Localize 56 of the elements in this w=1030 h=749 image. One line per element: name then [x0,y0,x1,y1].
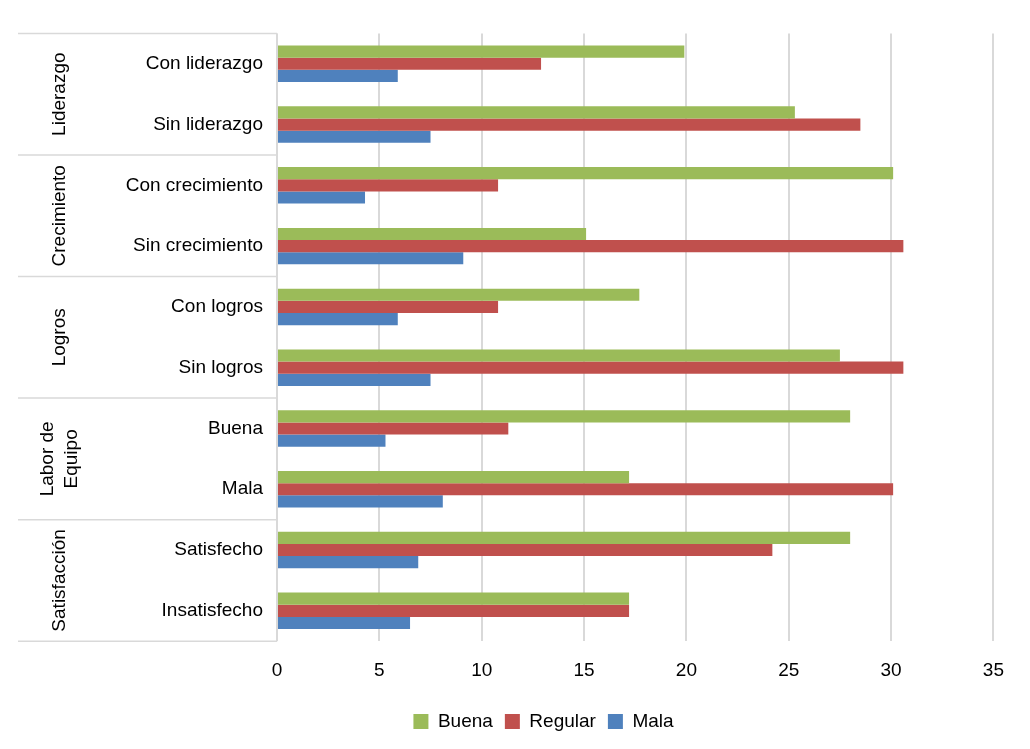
bar [278,361,904,374]
bar [278,531,851,544]
bar [278,434,386,447]
bar [278,422,509,435]
text: Liderazgo [48,52,70,136]
bar [278,373,431,386]
text: Satisfacción [48,529,70,632]
y-tick-label: Con logros [171,295,263,317]
bar [278,556,419,569]
legend-label: Buena [437,709,494,731]
y-tick-label: Buena [208,416,264,438]
bar [278,483,894,496]
x-tick-label: 5 [374,658,385,680]
bar [278,410,851,423]
x-tick-label: 30 [880,658,902,680]
bar [278,300,499,313]
bar [278,616,411,630]
x-tick-label: 20 [675,658,697,680]
bar [278,130,431,143]
y-tick-label: Con liderazgo [145,52,263,74]
bar [278,191,366,204]
bar [278,288,640,301]
x-tick-label: 25 [778,658,800,680]
legend-label: Mala [632,709,675,731]
y-tick-label: Con crecimiento [125,173,263,195]
bar [278,543,773,557]
y-tick-label: Sin crecimiento [133,234,263,256]
legend-label: Regular [529,709,597,731]
x-tick-label: 10 [471,658,493,680]
y-tick-label: Sin logros [178,355,263,377]
bar [278,167,894,180]
text: Crecimiento [48,165,70,267]
y-tick-label: Insatisfecho [161,599,263,621]
bar [278,471,630,484]
x-tick-label: 35 [982,658,1004,680]
bar [278,45,685,58]
y-tick-label: Sin liderazgo [153,112,263,134]
bar [278,227,587,241]
text: Labor de Equipo [36,421,82,497]
y-tick-label: Satisfecho [174,538,263,560]
y-tick-label: Mala [221,477,264,499]
bar [278,179,499,192]
x-tick-label: 15 [573,658,595,680]
bar [278,495,443,508]
x-tick-label: 0 [271,658,283,680]
bar [278,252,464,265]
bar [278,106,795,119]
text: Logros [48,308,70,367]
bar [278,118,861,131]
bar [278,69,398,83]
bar [278,349,840,362]
bar [278,604,630,617]
bar [278,592,630,605]
bar [278,312,398,326]
bar [278,240,904,253]
bar [278,57,542,70]
